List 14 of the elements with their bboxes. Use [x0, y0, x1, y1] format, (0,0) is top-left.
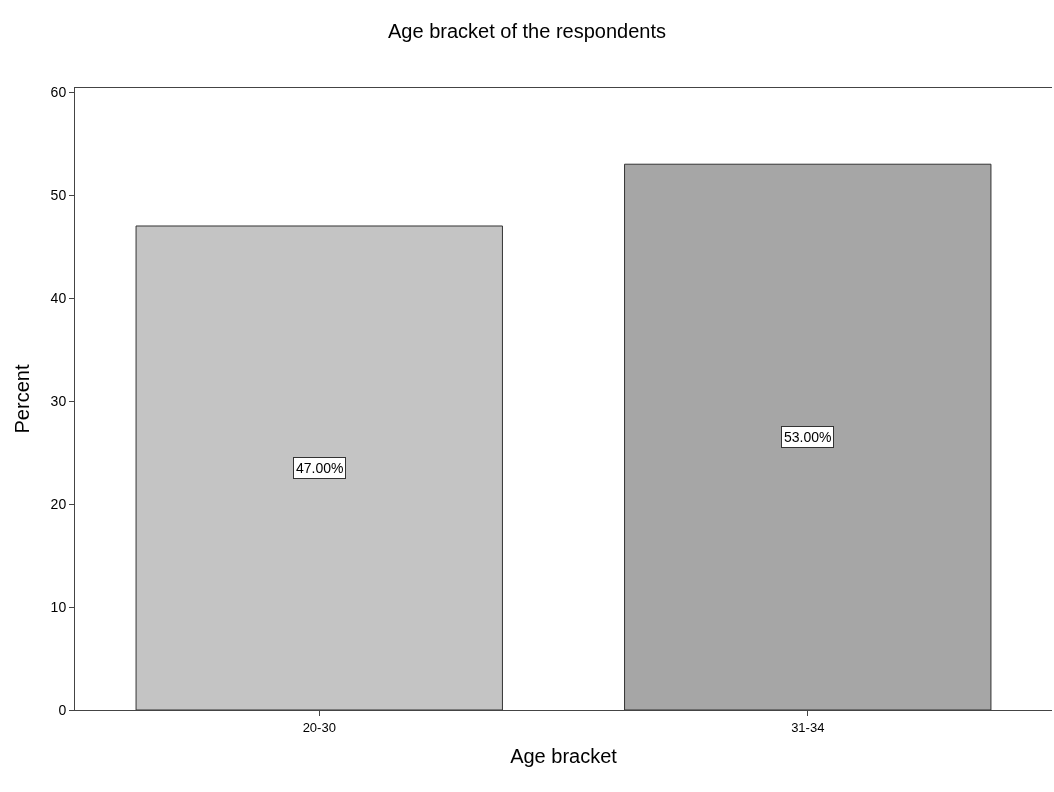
x-axis-title: Age bracket: [510, 745, 618, 768]
y-tick-label: 20: [50, 495, 67, 512]
y-tick-label: 0: [58, 701, 67, 718]
y-tick-label: 50: [50, 187, 67, 203]
y-axis-title: Percent: [11, 364, 34, 434]
x-tick-label: 20-30: [302, 719, 336, 735]
data-label: 47.00%: [296, 460, 344, 476]
y-tick-label: 60: [50, 84, 67, 101]
chart-title: Age bracket of the respondents: [388, 19, 666, 42]
y-tick-label: 10: [50, 598, 67, 615]
y-tick-label: 40: [50, 289, 67, 306]
data-label: 53.00%: [784, 429, 832, 445]
y-tick-label: 30: [50, 392, 67, 409]
x-tick-label: 31-34: [791, 719, 825, 735]
